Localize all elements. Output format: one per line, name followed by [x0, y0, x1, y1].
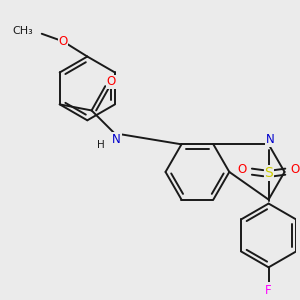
Text: O: O [58, 35, 68, 48]
Text: H: H [97, 140, 105, 150]
Text: N: N [266, 133, 274, 146]
Text: N: N [112, 133, 121, 146]
Text: S: S [264, 166, 273, 180]
Text: CH₃: CH₃ [12, 26, 33, 37]
Text: O: O [290, 163, 300, 176]
Text: O: O [107, 75, 116, 88]
Text: O: O [237, 163, 247, 176]
Text: F: F [265, 284, 272, 297]
